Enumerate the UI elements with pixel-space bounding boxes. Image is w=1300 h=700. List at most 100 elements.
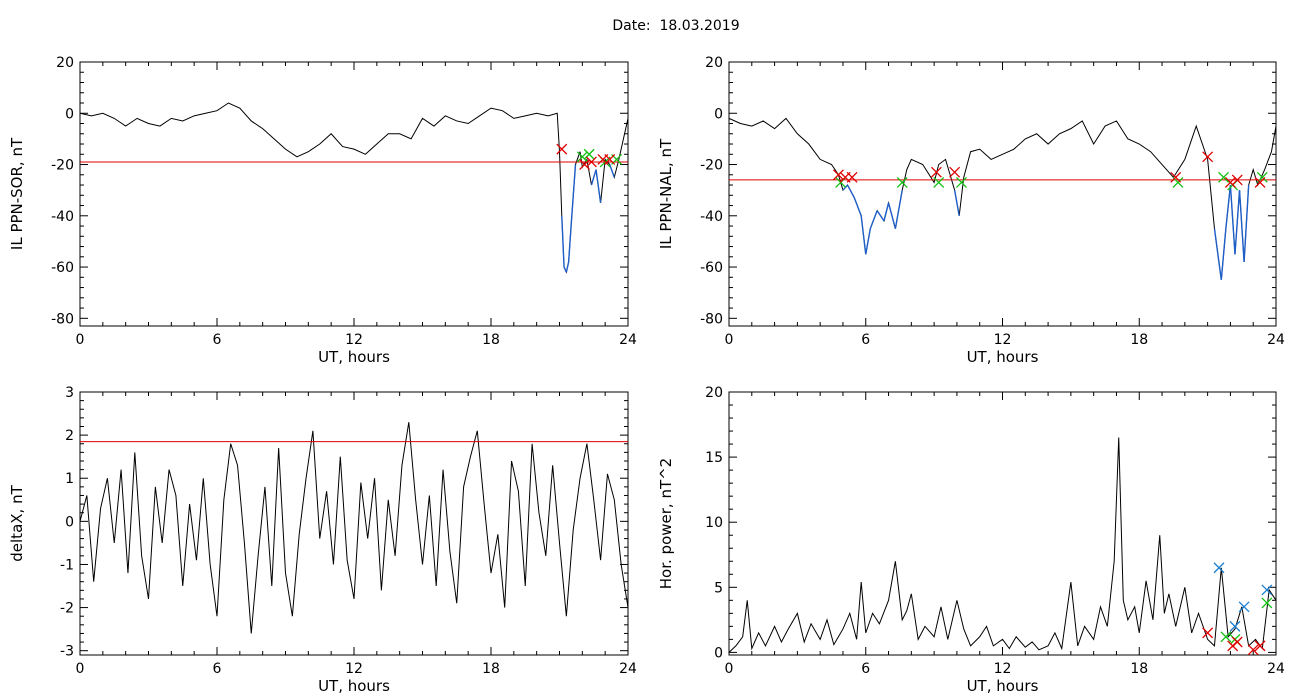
- y-axis-label: IL PPN-SOR, nT: [8, 137, 26, 250]
- sub-threshold-segment: [887, 202, 897, 229]
- marker-red: [1247, 644, 1259, 656]
- y-tick-label: 0: [65, 106, 74, 122]
- x-tick-label: 0: [76, 332, 85, 348]
- plot-frame: [79, 61, 629, 327]
- sub-threshold-segment: [865, 228, 871, 255]
- marker-red: [1254, 177, 1266, 188]
- marker-green: [933, 177, 945, 188]
- x-axis-label: UT, hours: [967, 677, 1039, 695]
- series-line: [79, 102, 629, 274]
- y-tick-label: -1: [60, 557, 74, 573]
- y-tick-label: -20: [700, 158, 723, 174]
- marker-red: [846, 171, 858, 183]
- y-tick-label: -40: [51, 209, 74, 225]
- marker-red: [1254, 640, 1266, 652]
- x-tick-label: 18: [482, 661, 500, 677]
- x-axis-label: UT, hours: [967, 348, 1039, 366]
- marker-blue: [1229, 620, 1241, 632]
- y-tick-label: -80: [700, 311, 723, 327]
- marker-red: [1202, 627, 1214, 639]
- y-tick-label: 10: [705, 515, 723, 531]
- y-tick-label: -60: [51, 260, 74, 276]
- marker-red: [1231, 636, 1243, 648]
- marker-red: [556, 143, 568, 155]
- plot-frame: [728, 61, 1277, 327]
- sub-threshold-segment: [561, 215, 565, 268]
- sub-threshold-segment: [1229, 184, 1236, 255]
- series-line: [728, 117, 1277, 280]
- y-tick-label: -60: [700, 260, 723, 276]
- chart-panel-1: 0 6 12 18 24 20 0 -20 -40 -60 -80 UT, hours IL PPN-S…: [8, 55, 637, 366]
- sub-threshold-segment: [953, 190, 960, 216]
- sub-threshold-segment: [595, 169, 602, 204]
- sub-threshold-segment: [869, 210, 878, 229]
- marker-red: [579, 159, 591, 170]
- sub-threshold-segment: [567, 228, 572, 262]
- y-tick-label: 5: [714, 580, 723, 596]
- y-tick-label: 0: [65, 514, 74, 530]
- x-tick-label: 18: [1130, 661, 1148, 677]
- sub-threshold-segment: [876, 210, 885, 222]
- marker-red: [1202, 151, 1214, 163]
- marker-green: [576, 151, 588, 163]
- chart-panel-3: 0 6 12 18 24 3 2 1 0 -1 -2 -3 UT, hours deltaX, nT: [8, 385, 637, 695]
- y-tick-label: 1: [65, 471, 74, 487]
- x-tick-label: 18: [482, 332, 500, 348]
- date-label: Date: 18.03.2019: [612, 18, 740, 34]
- sub-threshold-segment: [883, 202, 890, 222]
- sub-threshold-segment: [846, 184, 855, 199]
- y-tick-label: -20: [51, 158, 74, 174]
- y-tick-label: -3: [60, 644, 74, 660]
- x-tick-label: 6: [861, 661, 870, 677]
- y-axis-label: deltaX, nT: [8, 484, 26, 561]
- y-tick-label: 20: [705, 385, 723, 401]
- y-axis-label: Hor. power, nT^2: [657, 458, 675, 589]
- sub-threshold-segment: [1243, 184, 1250, 262]
- marker-red: [586, 156, 597, 168]
- y-tick-label: 20: [705, 55, 723, 71]
- plot-frame: [79, 391, 629, 656]
- x-axis-label: UT, hours: [318, 677, 390, 695]
- marker-green: [956, 177, 967, 188]
- x-tick-label: 24: [619, 661, 637, 677]
- y-tick-label: 2: [65, 428, 74, 444]
- marker-green: [1220, 631, 1232, 643]
- sub-threshold-segment: [1220, 228, 1227, 280]
- x-tick-label: 12: [994, 661, 1012, 677]
- y-tick-label: -80: [51, 311, 74, 327]
- x-axis-label: UT, hours: [318, 348, 390, 366]
- y-tick-label: 15: [705, 450, 723, 466]
- marker-red: [832, 169, 844, 181]
- y-tick-label: -40: [700, 209, 723, 225]
- x-tick-label: 0: [725, 332, 734, 348]
- sub-threshold-segment: [853, 197, 862, 217]
- sub-threshold-segment: [570, 164, 577, 229]
- y-tick-label: -2: [60, 601, 74, 617]
- x-tick-label: 12: [994, 332, 1012, 348]
- marker-red: [1231, 174, 1243, 186]
- y-tick-label: 0: [714, 106, 723, 122]
- y-tick-label: 3: [65, 385, 74, 401]
- marker-green: [1261, 597, 1273, 609]
- x-tick-label: 12: [345, 661, 363, 677]
- x-tick-label: 24: [619, 332, 637, 348]
- y-axis-label: IL PPN-NAL, nT: [657, 138, 675, 249]
- y-tick-label: 0: [714, 645, 723, 661]
- marker-green: [1218, 171, 1230, 183]
- series-line: [79, 422, 629, 634]
- x-tick-label: 18: [1130, 332, 1148, 348]
- sub-threshold-segment: [590, 169, 597, 186]
- sub-threshold-segment: [565, 261, 570, 273]
- marker-blue: [1261, 584, 1273, 596]
- x-tick-label: 6: [213, 661, 222, 677]
- sub-threshold-segment: [1238, 190, 1245, 262]
- x-tick-label: 6: [861, 332, 870, 348]
- x-tick-label: 6: [213, 332, 222, 348]
- marker-green: [896, 177, 908, 188]
- sub-threshold-segment: [860, 215, 867, 255]
- marker-red: [604, 153, 616, 165]
- marker-blue: [1213, 562, 1225, 574]
- sub-threshold-segment: [1234, 190, 1241, 255]
- marker-red: [930, 166, 942, 178]
